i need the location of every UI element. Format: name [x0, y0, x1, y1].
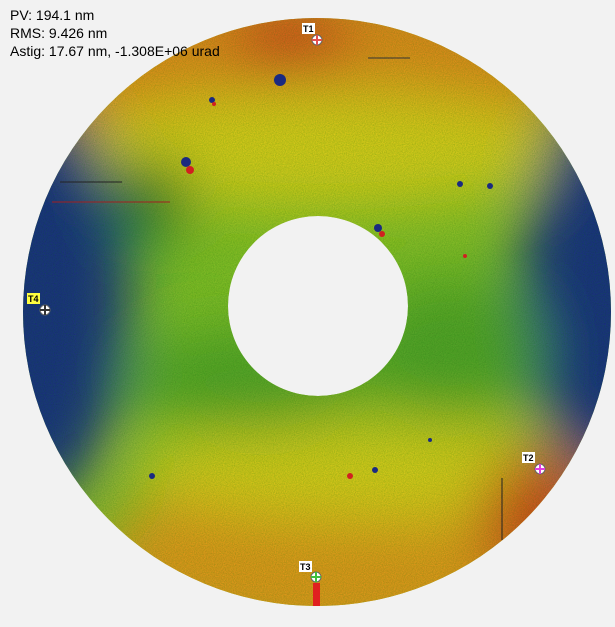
pv-readout: PV: 194.1 nm: [10, 7, 94, 23]
page: PV: 194.1 nm RMS: 9.426 nm Astig: 17.67 …: [0, 0, 615, 627]
rms-readout: RMS: 9.426 nm: [10, 25, 107, 41]
marker-label: T4: [28, 294, 39, 304]
surface-map-view: PV: 194.1 nm RMS: 9.426 nm Astig: 17.67 …: [0, 0, 615, 627]
marker-label: T2: [523, 453, 534, 463]
marker-label: T3: [300, 562, 311, 572]
astig-readout: Astig: 17.67 nm, -1.308E+06 urad: [10, 43, 220, 59]
marker-label: T1: [303, 24, 314, 34]
fiducial-bar: [313, 583, 320, 606]
